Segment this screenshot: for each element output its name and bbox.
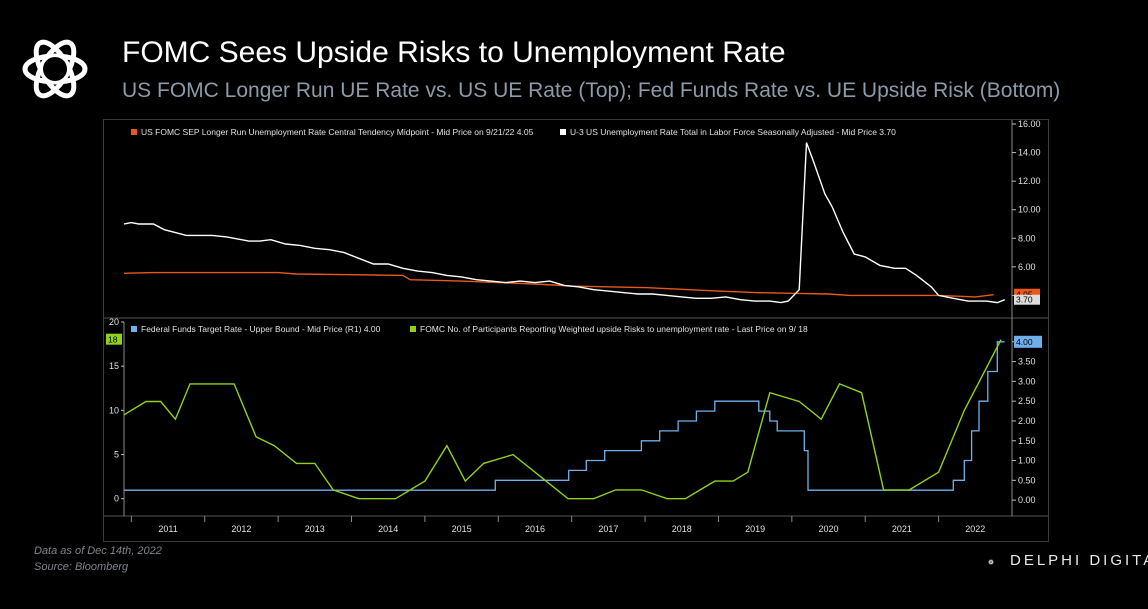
left-y-tick-label: 0 — [114, 494, 119, 504]
x-tick-label: 2019 — [745, 524, 765, 534]
left-y-tick-label: 15 — [109, 361, 119, 371]
right-y-tick-label: 3.50 — [1018, 357, 1036, 367]
x-tick-label: 2022 — [965, 524, 985, 534]
upside-risk-participants-line — [123, 339, 1002, 500]
right-y-tick-label: 1.00 — [1018, 456, 1036, 466]
x-tick-label: 2015 — [452, 524, 472, 534]
fed-funds-rate-line — [124, 341, 1005, 491]
legend-swatch-fed-funds — [131, 326, 137, 332]
legend-label-participants: FOMC No. of Participants Reporting Weigh… — [420, 324, 808, 334]
legend-label-fed-funds: Federal Funds Target Rate - Upper Bound … — [141, 324, 381, 334]
x-tick-label: 2018 — [672, 524, 692, 534]
top-y-tick-label: 16.00 — [1018, 120, 1041, 129]
delphi-logo-icon — [22, 39, 88, 99]
x-tick-label: 2021 — [892, 524, 912, 534]
x-tick-label: 2012 — [231, 524, 251, 534]
top-y-tick-label: 14.00 — [1018, 148, 1041, 158]
ue-rate-last-label: 3.70 — [1016, 295, 1033, 305]
x-tick-label: 2013 — [305, 524, 325, 534]
left-y-tick-label: 10 — [109, 405, 119, 415]
top-y-tick-label: 12.00 — [1018, 176, 1041, 186]
ue-rate-last-tag — [1014, 294, 1040, 305]
fed-funds-last-tag — [1014, 335, 1042, 348]
legend-swatch-ue-rate — [560, 129, 566, 135]
legend-swatch-participants — [410, 326, 416, 332]
legend-swatch-longer-run — [131, 129, 137, 135]
data-date-note: Data as of Dec 14th, 2022 — [34, 545, 162, 557]
left-y-tick-label: 20 — [109, 317, 119, 327]
participants-last-tag — [106, 333, 122, 345]
longer-run-last-tag — [1014, 288, 1040, 300]
top-y-tick-label: 6.00 — [1018, 262, 1036, 272]
right-y-tick-label: 3.00 — [1018, 376, 1036, 386]
x-tick-label: 2014 — [378, 524, 398, 534]
legend-label-longer-run: US FOMC SEP Longer Run Unemployment Rate… — [141, 127, 534, 137]
x-tick-label: 2011 — [158, 524, 177, 534]
right-y-tick-label: 1.50 — [1018, 436, 1036, 446]
participants-last-label: 18 — [108, 335, 118, 345]
source-note: Source: Bloomberg — [34, 561, 129, 573]
ue-rate-line — [123, 142, 1005, 304]
left-y-tick-label: 5 — [114, 450, 119, 460]
right-y-tick-label: 2.50 — [1018, 396, 1036, 406]
top-y-tick-label: 8.00 — [1018, 233, 1036, 243]
right-y-tick-label: 0.00 — [1018, 495, 1036, 505]
top-y-tick-label: 10.00 — [1018, 205, 1041, 215]
x-tick-label: 2016 — [525, 524, 545, 534]
brand-name: DELPHI DIGITAL — [1010, 552, 1148, 569]
brand-logo-icon — [988, 559, 994, 565]
fed-funds-last-label: 4.00 — [1016, 337, 1033, 347]
right-y-tick-label: 2.00 — [1018, 416, 1036, 426]
page-title: FOMC Sees Upside Risks to Unemployment R… — [122, 36, 786, 69]
right-y-tick-label: 0.50 — [1018, 475, 1036, 485]
page-subtitle: US FOMC Longer Run UE Rate vs. US UE Rat… — [122, 79, 1061, 102]
chart-frame: 4.006.008.0010.0012.0014.0016.004.053.70… — [103, 119, 1049, 542]
chart-svg: 4.006.008.0010.0012.0014.0016.004.053.70… — [104, 119, 1048, 534]
x-tick-label: 2020 — [819, 524, 839, 534]
longer-run-ue-line — [123, 271, 994, 298]
x-tick-label: 2017 — [598, 524, 618, 534]
legend-label-ue-rate: U-3 US Unemployment Rate Total in Labor … — [570, 127, 896, 137]
